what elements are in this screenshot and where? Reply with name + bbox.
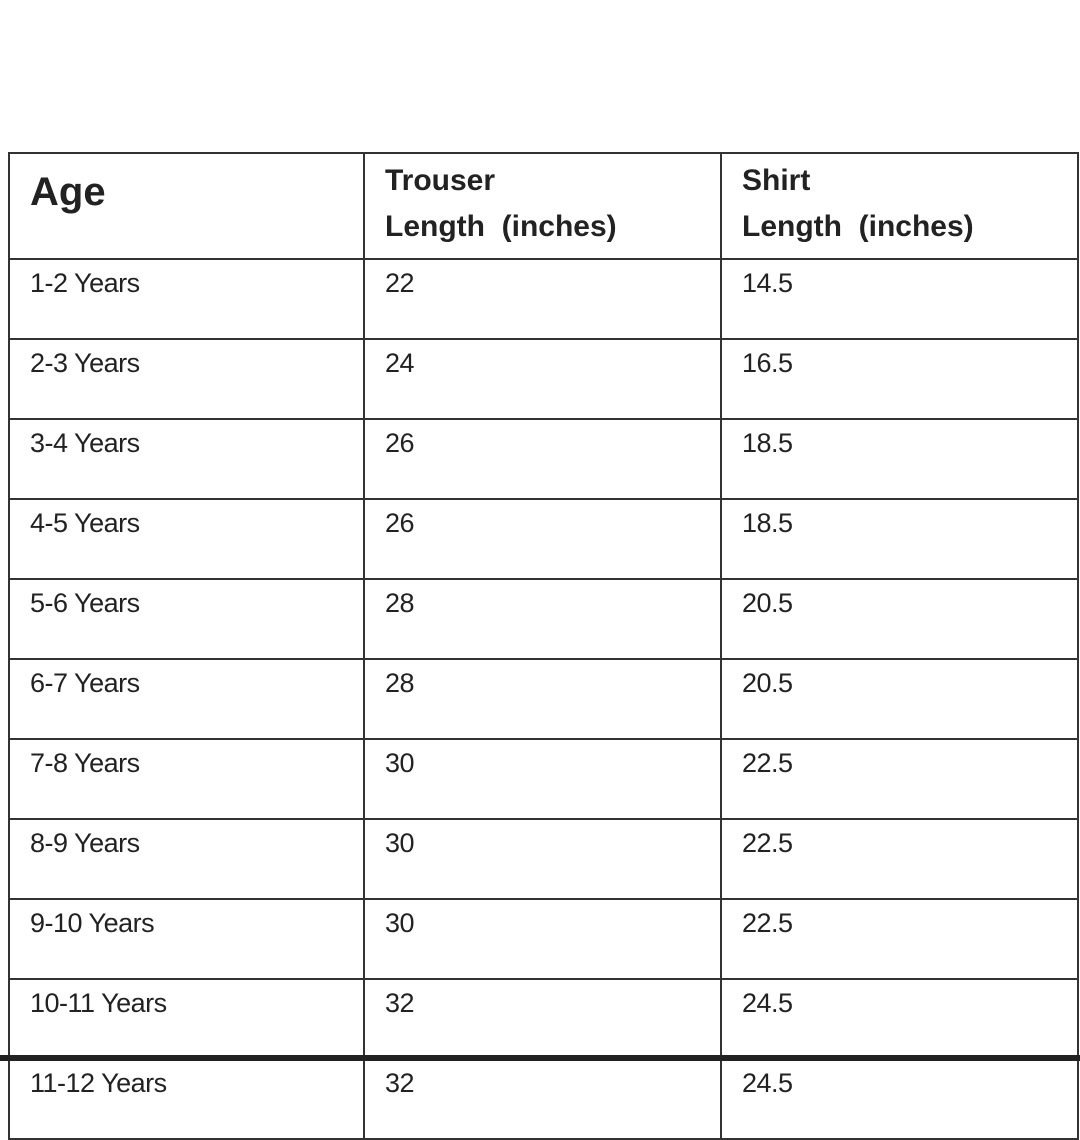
table-row: 6-7 Years 28 20.5 (8, 658, 1079, 740)
table-row: 11-12 Years 32 24.5 (8, 1058, 1079, 1140)
cell-age: 7-8 Years (8, 738, 365, 820)
cell-trouser-length: 26 (363, 498, 722, 580)
cell-age: 3-4 Years (8, 418, 365, 500)
table-row: 5-6 Years 28 20.5 (8, 578, 1079, 660)
cell-age: 6-7 Years (8, 658, 365, 740)
table-row: 9-10 Years 30 22.5 (8, 898, 1079, 980)
size-chart-table: Age Trouser Length (inches) Shirt Length (… (8, 152, 1079, 1140)
cell-shirt-length: 22.5 (720, 738, 1079, 820)
cell-age: 4-5 Years (8, 498, 365, 580)
cell-age: 5-6 Years (8, 578, 365, 660)
cell-trouser-length: 22 (363, 258, 722, 340)
header-row: Age Trouser Length (inches) Shirt Length (… (8, 152, 1079, 260)
header-age-label: Age (30, 170, 106, 214)
cell-trouser-length: 28 (363, 658, 722, 740)
cell-trouser-length: 30 (363, 898, 722, 980)
cell-age: 10-11 Years (8, 978, 365, 1060)
cell-shirt-length: 20.5 (720, 578, 1079, 660)
cell-age: 2-3 Years (8, 338, 365, 420)
cell-shirt-length: 24.5 (720, 978, 1079, 1060)
cell-age: 9-10 Years (8, 898, 365, 980)
cell-shirt-length: 24.5 (720, 1058, 1079, 1140)
cell-trouser-length: 24 (363, 338, 722, 420)
cell-trouser-length: 26 (363, 418, 722, 500)
cell-age: 11-12 Years (8, 1058, 365, 1140)
header-trouser-line2: Length (inches) (385, 210, 617, 243)
table-row: 8-9 Years 30 22.5 (8, 818, 1079, 900)
table-row: 7-8 Years 30 22.5 (8, 738, 1079, 820)
cell-shirt-length: 18.5 (720, 418, 1079, 500)
bottom-edge-divider (0, 1055, 1080, 1061)
cell-shirt-length: 14.5 (720, 258, 1079, 340)
header-age: Age (8, 152, 365, 260)
cell-shirt-length: 20.5 (720, 658, 1079, 740)
cell-trouser-length: 32 (363, 1058, 722, 1140)
header-shirt-line1: Shirt (742, 164, 811, 197)
cell-age: 8-9 Years (8, 818, 365, 900)
table-row: 3-4 Years 26 18.5 (8, 418, 1079, 500)
cell-trouser-length: 32 (363, 978, 722, 1060)
table-row: 10-11 Years 32 24.5 (8, 978, 1079, 1060)
table-row: 1-2 Years 22 14.5 (8, 258, 1079, 340)
cell-age: 1-2 Years (8, 258, 365, 340)
table-row: 4-5 Years 26 18.5 (8, 498, 1079, 580)
cell-trouser-length: 30 (363, 738, 722, 820)
cell-shirt-length: 16.5 (720, 338, 1079, 420)
cell-shirt-length: 22.5 (720, 898, 1079, 980)
cell-shirt-length: 22.5 (720, 818, 1079, 900)
table-row: 2-3 Years 24 16.5 (8, 338, 1079, 420)
header-shirt-length: Shirt Length (inches) (720, 152, 1079, 260)
cell-shirt-length: 18.5 (720, 498, 1079, 580)
header-shirt-line2: Length (inches) (742, 210, 974, 243)
header-trouser-line1: Trouser (385, 164, 496, 197)
cell-trouser-length: 30 (363, 818, 722, 900)
cell-trouser-length: 28 (363, 578, 722, 660)
table-body: 1-2 Years 22 14.5 2-3 Years 24 16.5 3-4 Years 2… (8, 258, 1079, 1140)
header-trouser-length: Trouser Length (inches) (363, 152, 722, 260)
